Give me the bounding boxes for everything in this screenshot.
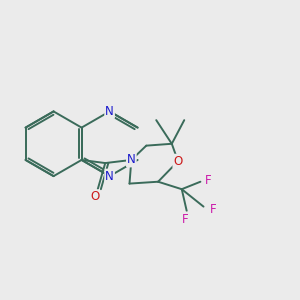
- Text: N: N: [127, 154, 136, 166]
- Text: O: O: [90, 190, 99, 203]
- Text: N: N: [105, 105, 114, 118]
- Text: F: F: [205, 174, 211, 187]
- Text: N: N: [105, 169, 114, 183]
- Text: F: F: [209, 202, 216, 216]
- Text: O: O: [173, 155, 183, 168]
- Text: F: F: [182, 213, 189, 226]
